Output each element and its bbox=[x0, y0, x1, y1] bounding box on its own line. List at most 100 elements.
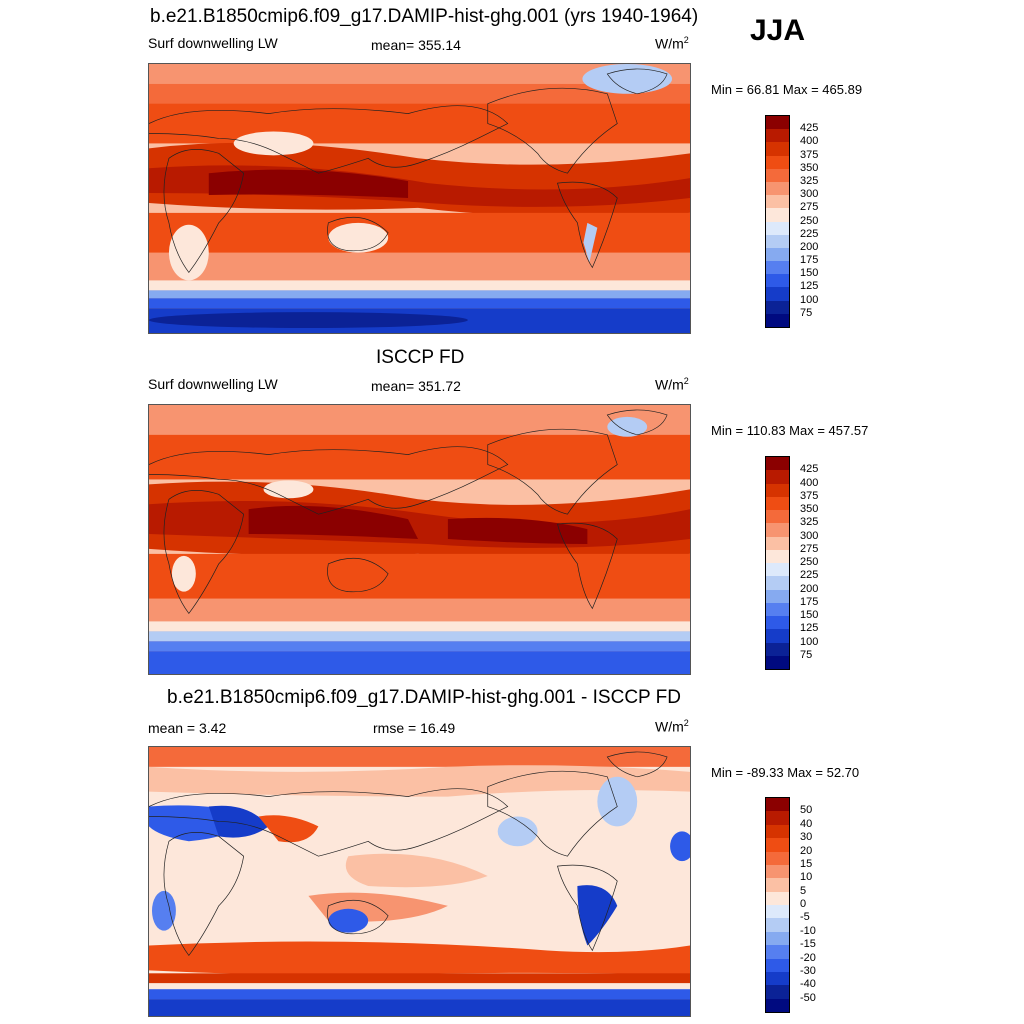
colorbar-tick-label: 300 bbox=[800, 529, 819, 542]
colorbar-swatch bbox=[766, 116, 789, 130]
colorbar-swatch bbox=[766, 864, 789, 879]
panel1-colorbar bbox=[765, 115, 790, 328]
colorbar-tick-label: 250 bbox=[800, 556, 819, 568]
colorbar-swatch bbox=[766, 155, 789, 169]
colorbar-swatch bbox=[766, 168, 789, 182]
colorbar-tick-label: 350 bbox=[800, 161, 819, 174]
colorbar-swatch bbox=[766, 811, 789, 825]
panel2-minmax: Min = 110.83 Max = 457.57 bbox=[711, 423, 869, 438]
panel2-map bbox=[148, 404, 691, 675]
colorbar-tick-label: -5 bbox=[800, 911, 810, 924]
panel2-unit-label: W/m2 bbox=[655, 376, 689, 393]
colorbar-tick-label: 150 bbox=[800, 267, 819, 280]
colorbar-tick-label: 325 bbox=[800, 516, 819, 529]
colorbar-tick-label: 375 bbox=[800, 148, 819, 161]
colorbar-swatch bbox=[766, 918, 789, 932]
colorbar-swatch bbox=[766, 655, 789, 669]
colorbar-swatch bbox=[766, 891, 789, 905]
colorbar-tick-label: 300 bbox=[800, 188, 819, 201]
colorbar-tick-label: 0 bbox=[800, 898, 807, 910]
colorbar-swatch bbox=[766, 523, 789, 537]
colorbar-tick-label: 125 bbox=[800, 280, 819, 293]
panel3-title: b.e21.B1850cmip6.f09_g17.DAMIP-hist-ghg.… bbox=[167, 687, 681, 708]
colorbar-swatch bbox=[766, 616, 789, 630]
colorbar-tick-label: 225 bbox=[800, 569, 819, 582]
colorbar-tick-label: -10 bbox=[800, 924, 816, 937]
colorbar-swatch bbox=[766, 483, 789, 497]
colorbar-tick-label: 15 bbox=[800, 857, 813, 870]
colorbar-tick-label: 275 bbox=[800, 201, 819, 214]
colorbar-tick-label: 50 bbox=[800, 804, 813, 817]
colorbar-swatch bbox=[766, 221, 789, 235]
colorbar-swatch bbox=[766, 931, 789, 946]
colorbar-swatch bbox=[766, 642, 789, 656]
colorbar-swatch bbox=[766, 563, 789, 577]
panel3-rmse-label: rmse = 16.49 bbox=[373, 720, 456, 736]
colorbar-swatch bbox=[766, 195, 789, 209]
colorbar-tick-label: 10 bbox=[800, 871, 813, 884]
colorbar-tick-label: 250 bbox=[800, 214, 819, 227]
panel3-map bbox=[148, 746, 691, 1017]
colorbar-tick-label: 175 bbox=[800, 595, 819, 608]
colorbar-tick-label: 425 bbox=[800, 463, 819, 476]
colorbar-swatch bbox=[766, 971, 789, 986]
colorbar-tick-label: 325 bbox=[800, 174, 819, 187]
colorbar-tick-label: 30 bbox=[800, 831, 813, 844]
colorbar-swatch bbox=[766, 589, 789, 603]
panel2-colorbar bbox=[765, 456, 790, 670]
colorbar-swatch bbox=[766, 576, 789, 590]
colorbar-swatch bbox=[766, 313, 789, 327]
colorbar-swatch bbox=[766, 838, 789, 852]
colorbar-tick-label: 100 bbox=[800, 293, 819, 306]
colorbar-tick-label: 400 bbox=[800, 135, 819, 148]
colorbar-swatch bbox=[766, 247, 789, 262]
colorbar-tick-label: 40 bbox=[800, 817, 813, 830]
panel2-mean-label: mean= 351.72 bbox=[371, 378, 461, 394]
colorbar-swatch bbox=[766, 274, 789, 288]
colorbar-swatch bbox=[766, 629, 789, 643]
colorbar-swatch bbox=[766, 798, 789, 812]
panel3-unit-label: W/m2 bbox=[655, 718, 689, 735]
colorbar-tick-label: 425 bbox=[800, 122, 819, 135]
colorbar-swatch bbox=[766, 142, 789, 156]
colorbar-swatch bbox=[766, 878, 789, 892]
panel1-variable-label: Surf downwelling LW bbox=[148, 35, 278, 51]
colorbar-swatch bbox=[766, 510, 789, 524]
colorbar-swatch bbox=[766, 181, 789, 196]
panel1-title: b.e21.B1850cmip6.f09_g17.DAMIP-hist-ghg.… bbox=[150, 6, 699, 27]
colorbar-swatch bbox=[766, 824, 789, 839]
colorbar-swatch bbox=[766, 234, 789, 248]
colorbar-swatch bbox=[766, 602, 789, 616]
colorbar-tick-label: 125 bbox=[800, 622, 819, 635]
colorbar-swatch bbox=[766, 261, 789, 275]
colorbar-swatch bbox=[766, 549, 789, 563]
colorbar-swatch bbox=[766, 905, 789, 919]
colorbar-swatch bbox=[766, 496, 789, 510]
panel1-unit-label: W/m2 bbox=[655, 35, 689, 52]
colorbar-tick-label: 225 bbox=[800, 227, 819, 240]
colorbar-tick-label: 150 bbox=[800, 609, 819, 621]
colorbar-tick-label: -40 bbox=[800, 978, 816, 991]
colorbar-swatch bbox=[766, 985, 789, 999]
colorbar-tick-label: -30 bbox=[800, 964, 816, 977]
colorbar-tick-label: 400 bbox=[800, 476, 819, 489]
panel3-minmax: Min = -89.33 Max = 52.70 bbox=[711, 765, 860, 780]
colorbar-swatch bbox=[766, 300, 789, 314]
colorbar-tick-label: 75 bbox=[800, 306, 813, 319]
colorbar-swatch bbox=[766, 129, 789, 143]
colorbar-swatch bbox=[766, 208, 789, 222]
colorbar-tick-label: 275 bbox=[800, 542, 819, 555]
panel3-mean-label: mean = 3.42 bbox=[148, 720, 227, 736]
colorbar-swatch bbox=[766, 457, 789, 471]
colorbar-swatch bbox=[766, 287, 789, 301]
colorbar-tick-label: -20 bbox=[800, 951, 816, 964]
season-label: JJA bbox=[750, 14, 806, 47]
colorbar-tick-label: 200 bbox=[800, 240, 819, 253]
colorbar-tick-label: 375 bbox=[800, 489, 819, 502]
colorbar-tick-label: 20 bbox=[800, 844, 813, 857]
colorbar-tick-label: 350 bbox=[800, 503, 819, 515]
colorbar-tick-label: -50 bbox=[800, 991, 816, 1004]
colorbar-tick-label: 100 bbox=[800, 635, 819, 648]
panel1-mean-label: mean= 355.14 bbox=[371, 37, 461, 53]
colorbar-tick-label: 175 bbox=[800, 254, 819, 267]
